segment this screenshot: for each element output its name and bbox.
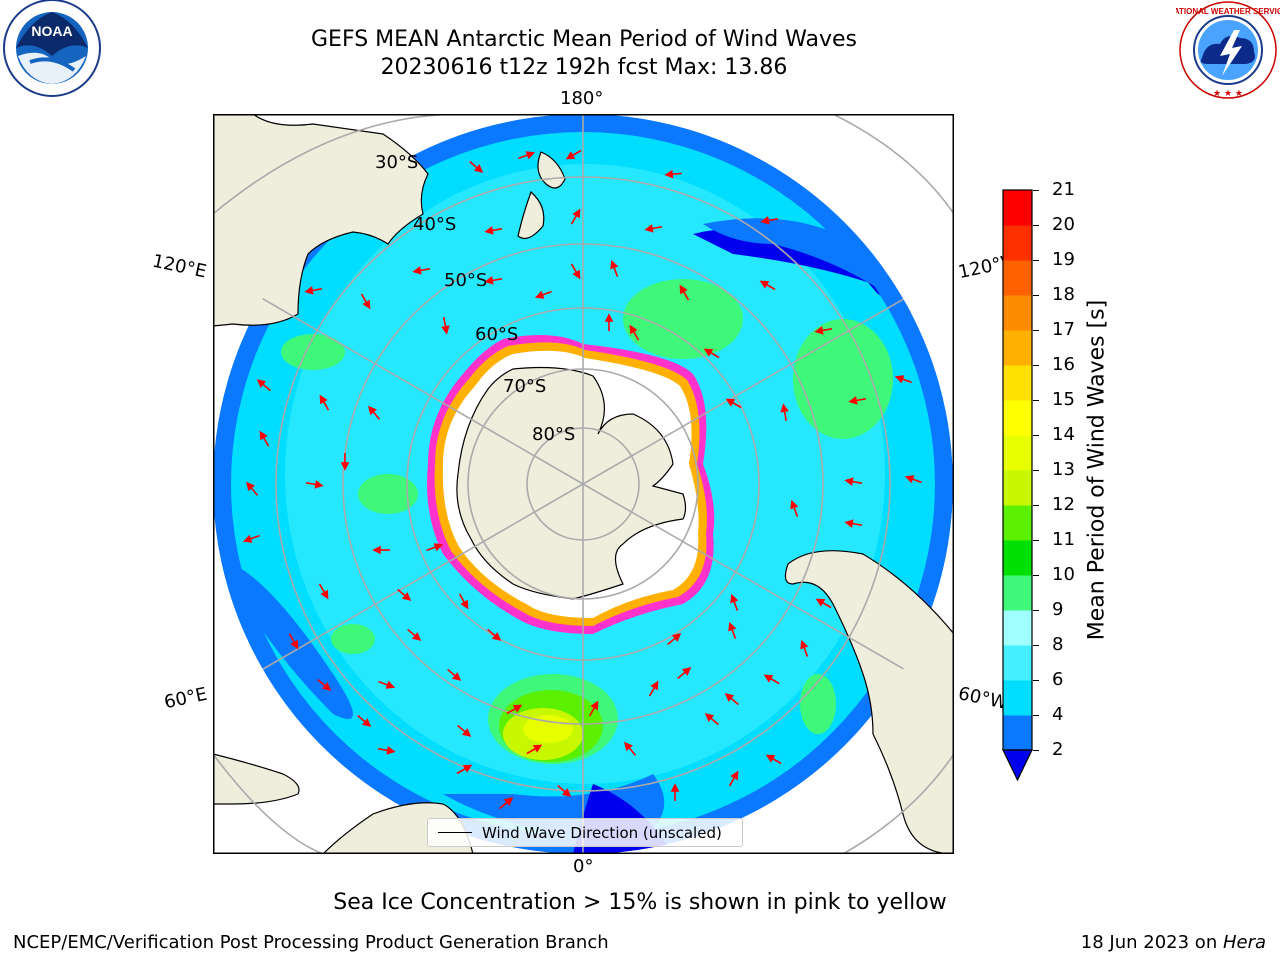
lat-label-70s: 70°S [503, 376, 546, 397]
colorbar-tick-label: 11 [1052, 529, 1075, 550]
colorbar-tick-mark [1033, 750, 1039, 751]
colorbar-tick-label: 20 [1052, 214, 1075, 235]
colorbar-tick-label: 21 [1052, 179, 1075, 200]
polar-map: 30°S 40°S 50°S 60°S 70°S 80°S [212, 113, 955, 855]
colorbar-segment [1003, 190, 1032, 226]
lon-label-0: 0° [573, 856, 594, 877]
colorbar-tick-label: 10 [1052, 564, 1075, 585]
colorbar-tick-label: 6 [1052, 669, 1064, 690]
svg-text:★ ★ ★: ★ ★ ★ [1213, 89, 1243, 99]
colorbar-tick-mark [1033, 540, 1039, 541]
colorbar-svg [1002, 189, 1033, 782]
colorbar-tick-label: 19 [1052, 249, 1075, 270]
colorbar-segment [1003, 295, 1032, 331]
colorbar-under-arrow [1002, 749, 1033, 782]
lat-label-50s: 50°S [444, 270, 487, 291]
chart-title-line2: 20230616 t12z 192h fcst Max: 13.86 [380, 55, 788, 80]
colorbar-segment [1003, 365, 1032, 401]
colorbar-tick-label: 14 [1052, 424, 1075, 445]
noaa-logo: NOAA [3, 0, 101, 97]
colorbar-segment [1003, 260, 1032, 296]
colorbar [1002, 189, 1033, 782]
colorbar-tick-mark [1033, 645, 1039, 646]
footer-left: NCEP/EMC/Verification Post Processing Pr… [13, 932, 609, 953]
legend-label: Wind Wave Direction (unscaled) [482, 823, 722, 842]
colorbar-tick-mark [1033, 190, 1039, 191]
colorbar-tick-mark [1033, 365, 1039, 366]
nws-ring-text: NATIONAL WEATHER SERVICE [1176, 7, 1280, 16]
lon-label-120e: 120°E [150, 250, 209, 283]
lat-label-80s: 80°S [532, 424, 575, 445]
colorbar-tick-mark [1033, 435, 1039, 436]
colorbar-tick-mark [1033, 330, 1039, 331]
colorbar-tick-mark [1033, 260, 1039, 261]
lat-label-40s: 40°S [413, 214, 456, 235]
sea-ice-note: Sea Ice Concentration > 15% is shown in … [333, 890, 947, 915]
wind-wave-arrows [242, 149, 922, 810]
legend-line-swatch [438, 832, 472, 833]
colorbar-label: Mean Period of Wind Waves [s] [1084, 299, 1110, 641]
colorbar-segment [1003, 540, 1032, 576]
colorbar-segment [1003, 715, 1032, 751]
colorbar-tick-label: 9 [1052, 599, 1064, 620]
colorbar-tick-mark [1033, 470, 1039, 471]
colorbar-tick-label: 2 [1052, 739, 1064, 760]
colorbar-tick-mark [1033, 610, 1039, 611]
noaa-logo-text: NOAA [31, 23, 72, 39]
lon-label-180: 180° [560, 88, 604, 109]
land-masses [212, 113, 955, 855]
colorbar-tick-mark [1033, 225, 1039, 226]
colorbar-tick-label: 16 [1052, 354, 1075, 375]
colorbar-tick-label: 15 [1052, 389, 1075, 410]
colorbar-tick-mark [1033, 680, 1039, 681]
graticule [213, 114, 953, 854]
graticule-outer [212, 113, 955, 855]
colorbar-tick-label: 18 [1052, 284, 1075, 305]
lon-label-60e: 60°E [162, 683, 209, 714]
colorbar-tick-mark [1033, 505, 1039, 506]
colorbar-segment [1003, 645, 1032, 681]
colorbar-tick-label: 13 [1052, 459, 1075, 480]
colorbar-tick-label: 12 [1052, 494, 1075, 515]
chart-title-line1: GEFS MEAN Antarctic Mean Period of Wind … [311, 27, 857, 52]
map-panel: 30°S 40°S 50°S 60°S 70°S 80°S [212, 113, 955, 855]
colorbar-segment [1003, 330, 1032, 366]
footer-date: 18 Jun 2023 on [1080, 932, 1223, 953]
colorbar-tick-label: 4 [1052, 704, 1064, 725]
lat-label-30s: 30°S [375, 152, 418, 173]
colorbar-tick-label: 8 [1052, 634, 1064, 655]
nws-logo: NATIONAL WEATHER SERVICE ★ ★ ★ [1176, 1, 1280, 99]
footer-right: 18 Jun 2023 on Hera [1081, 932, 1266, 953]
map-legend: Wind Wave Direction (unscaled) [427, 818, 743, 847]
colorbar-segment [1003, 435, 1032, 471]
colorbar-tick-mark [1033, 575, 1039, 576]
footer-host: Hera [1222, 932, 1266, 953]
colorbar-segment [1003, 680, 1032, 716]
colorbar-tick-mark [1033, 715, 1039, 716]
colorbar-segment [1003, 505, 1032, 541]
colorbar-segment [1003, 610, 1032, 646]
colorbar-segment [1003, 400, 1032, 436]
lat-label-60s: 60°S [475, 324, 518, 345]
colorbar-tick-label: 17 [1052, 319, 1075, 340]
colorbar-segment [1003, 575, 1032, 611]
colorbar-tick-mark [1033, 295, 1039, 296]
colorbar-segment [1003, 470, 1032, 506]
colorbar-tick-mark [1033, 400, 1039, 401]
colorbar-segment [1003, 225, 1032, 261]
